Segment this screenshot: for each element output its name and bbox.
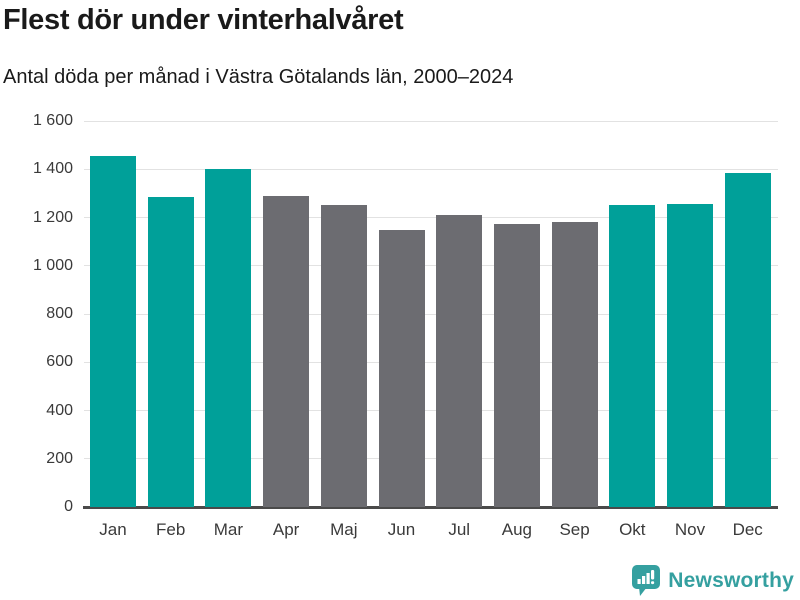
chart-subtitle: Antal döda per månad i Västra Götalands … bbox=[3, 66, 514, 88]
x-tick-label: Jul bbox=[448, 520, 471, 539]
x-tick-label: Nov bbox=[674, 520, 706, 539]
gridline bbox=[84, 168, 778, 170]
gridline bbox=[84, 217, 778, 218]
y-tick-label: 1 200 bbox=[32, 208, 73, 226]
gridline bbox=[84, 458, 778, 460]
newsworthy-logo: Newsworthy bbox=[632, 565, 794, 597]
x-tick-label: Sep bbox=[559, 520, 590, 539]
y-tick-label: 0 bbox=[64, 498, 73, 515]
x-tick-label: Okt bbox=[619, 520, 646, 539]
x-axis-line bbox=[83, 506, 778, 509]
y-tick-label: 1 600 bbox=[32, 112, 73, 129]
x-tick-label: Aug bbox=[501, 520, 533, 539]
bar-aug bbox=[493, 223, 540, 507]
x-tick-label: Feb bbox=[156, 520, 186, 539]
x-tick-label: Maj bbox=[330, 520, 358, 539]
y-tick-label: 1 000 bbox=[32, 256, 73, 274]
gridline bbox=[84, 410, 778, 411]
bar-apr bbox=[263, 195, 310, 507]
bar-nov bbox=[667, 204, 713, 507]
bar-jul bbox=[436, 215, 483, 507]
gridline bbox=[84, 313, 778, 315]
bar-maj bbox=[320, 205, 367, 507]
y-tick-label: 1 400 bbox=[32, 160, 73, 178]
newsworthy-wordmark: Newsworthy bbox=[668, 569, 794, 592]
chart-title: Flest dör under vinterhalvåret bbox=[3, 4, 404, 36]
y-tick-label: 800 bbox=[46, 305, 73, 322]
x-tick-label: Jun bbox=[387, 520, 416, 539]
y-tick-label: 200 bbox=[46, 449, 73, 467]
bar-chart-bubble-icon bbox=[632, 565, 661, 596]
y-tick-label: 400 bbox=[46, 401, 73, 419]
x-tick-label: Jan bbox=[99, 520, 127, 539]
bar-mar bbox=[205, 169, 252, 507]
bar-jun bbox=[378, 229, 425, 507]
y-tick-label: 600 bbox=[46, 353, 73, 371]
bar-feb bbox=[147, 196, 194, 507]
bar-sep bbox=[551, 222, 598, 507]
bar-okt bbox=[609, 205, 656, 507]
x-tick-label: Apr bbox=[272, 520, 300, 539]
gridline bbox=[84, 265, 778, 267]
x-tick-label: Mar bbox=[213, 520, 244, 539]
bar-jan bbox=[90, 155, 136, 507]
gridline bbox=[84, 120, 778, 122]
bar-dec bbox=[724, 172, 771, 507]
x-tick-label: Dec bbox=[732, 520, 763, 539]
gridline bbox=[84, 361, 778, 363]
